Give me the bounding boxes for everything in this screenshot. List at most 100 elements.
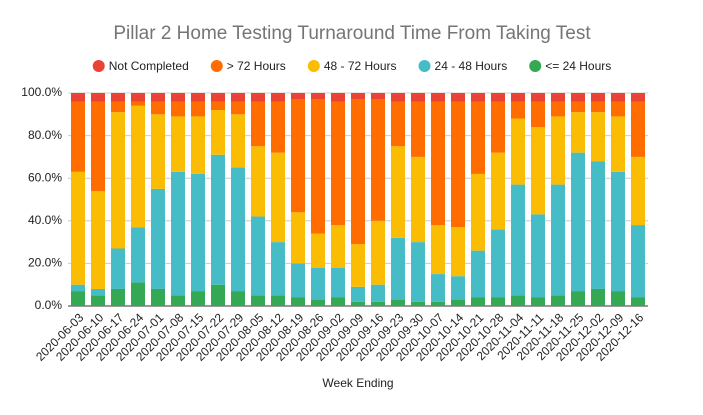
bar-segment: [291, 93, 305, 100]
bar-segment: [211, 101, 225, 111]
bar-segment: [491, 93, 505, 102]
bar-segment: [571, 93, 585, 102]
bar-segment: [591, 288, 605, 306]
bar-segment: [191, 116, 205, 174]
y-tick-label: 60.0%: [28, 170, 62, 184]
legend: Not Completed > 72 Hours 48 - 72 Hours 24 -…: [92, 59, 611, 73]
bar-segment: [311, 93, 325, 100]
bar-segment: [291, 212, 305, 264]
bar-segment: [171, 93, 185, 102]
bar-segment: [531, 214, 545, 298]
bar-segment: [431, 101, 445, 226]
bar-segment: [271, 152, 285, 243]
bar-segment: [211, 110, 225, 155]
legend-item: Not Completed: [92, 59, 189, 73]
bar-segment: [511, 118, 525, 185]
bar-segment: [511, 101, 525, 119]
bar-segment: [171, 171, 185, 296]
bar-segment: [491, 101, 505, 153]
bar-segment: [311, 99, 325, 234]
y-tick-label: 80.0%: [28, 128, 62, 142]
bar-segment: [571, 112, 585, 153]
legend-label: 48 - 72 Hours: [324, 59, 397, 73]
bar-segment: [311, 299, 325, 306]
legend-swatch: [210, 60, 223, 72]
bar-segment: [151, 93, 165, 102]
legend-label: Not Completed: [109, 59, 189, 73]
bar-segment: [351, 301, 365, 306]
bar-segment: [371, 301, 385, 306]
bar-segment: [331, 225, 345, 268]
bar-segment: [411, 93, 425, 102]
legend-label: <= 24 Hours: [545, 59, 611, 73]
bar-segment: [211, 93, 225, 102]
bar-segment: [511, 93, 525, 102]
bar-segment: [631, 225, 645, 298]
bar-segment: [271, 93, 285, 102]
bar-segment: [371, 99, 385, 221]
legend-item: 48 - 72 Hours: [307, 59, 397, 73]
bar-segment: [591, 112, 605, 162]
bar-segment: [511, 184, 525, 296]
bar-segment: [71, 291, 85, 306]
y-tick-label: 0.0%: [35, 298, 63, 312]
bar-segment: [131, 93, 145, 102]
legend-swatch: [529, 60, 542, 72]
bar-segment: [611, 116, 625, 172]
bar-segment: [171, 101, 185, 117]
bar-segment: [91, 288, 105, 296]
bar-segment: [231, 101, 245, 115]
y-tick-label: 100.0%: [21, 85, 62, 99]
bar-segment: [571, 101, 585, 113]
bar-segment: [431, 93, 445, 102]
bar-segment: [271, 295, 285, 306]
bar-segment: [371, 284, 385, 302]
bar-segment: [351, 99, 365, 245]
bar-segment: [431, 225, 445, 275]
bar-segment: [91, 101, 105, 191]
bar-segment: [71, 93, 85, 102]
bar-segment: [311, 267, 325, 300]
bar-segment: [451, 299, 465, 306]
bar-segment: [391, 237, 405, 300]
bar-segment: [251, 295, 265, 306]
bar-segment: [411, 101, 425, 157]
bar-segment: [231, 114, 245, 168]
bar-segment: [251, 101, 265, 147]
y-tick-label: 40.0%: [28, 213, 62, 227]
bar-segment: [91, 295, 105, 306]
bar-segment: [471, 101, 485, 174]
bar-segment: [131, 227, 145, 283]
bar-segment: [571, 152, 585, 292]
bar-segment: [551, 184, 565, 296]
bar-segment: [291, 99, 305, 213]
bar-segment: [351, 93, 365, 100]
bar-segment: [191, 93, 205, 102]
bar-segment: [311, 233, 325, 268]
x-axis-title: Week Ending: [322, 376, 393, 390]
bar-segment: [191, 173, 205, 292]
bar-segment: [111, 101, 125, 113]
bar-segment: [631, 93, 645, 102]
bar-segment: [211, 154, 225, 285]
bar-segment: [391, 101, 405, 147]
bar-segment: [611, 93, 625, 102]
bar-segment: [151, 101, 165, 115]
bar-segment: [631, 101, 645, 157]
bar-segment: [111, 248, 125, 289]
bar-segment: [611, 101, 625, 117]
bar-segment: [371, 220, 385, 285]
bar-segment: [251, 93, 265, 102]
bar-segment: [371, 93, 385, 100]
bar-segment: [431, 274, 445, 302]
bar-segment: [151, 288, 165, 306]
bar-segment: [631, 156, 645, 226]
bar-segment: [631, 297, 645, 306]
bar-segment: [551, 93, 565, 102]
bar-segment: [231, 93, 245, 102]
bar-segment: [71, 171, 85, 285]
bar-segment: [531, 101, 545, 128]
bar-segment: [471, 297, 485, 306]
bar-segment: [211, 284, 225, 306]
